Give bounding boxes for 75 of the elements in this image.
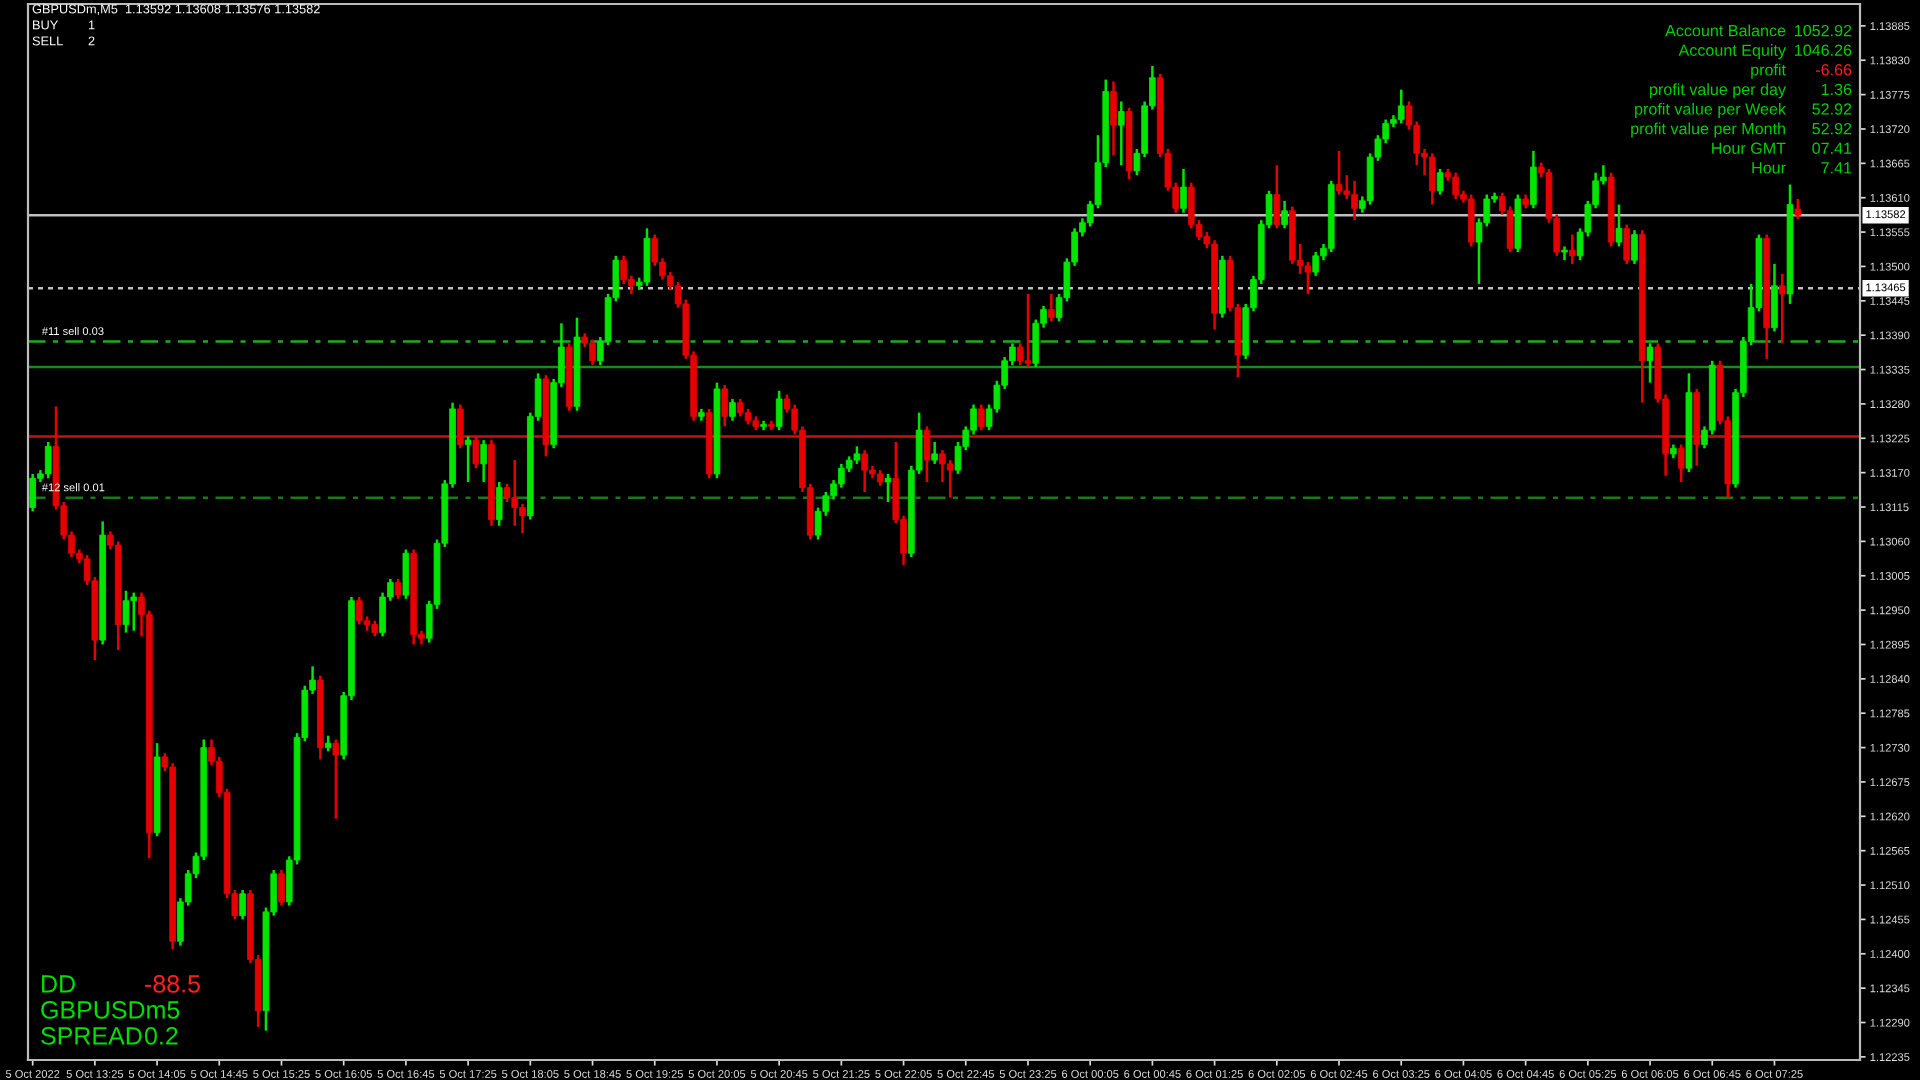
candlestick bbox=[946, 458, 954, 499]
candlestick bbox=[620, 254, 627, 286]
candlestick bbox=[884, 472, 892, 504]
candlestick bbox=[1646, 342, 1654, 384]
annotation: 1052.92 bbox=[1795, 24, 1852, 37]
candlestick bbox=[1623, 223, 1631, 266]
candlestick bbox=[1561, 245, 1568, 262]
candlestick bbox=[464, 435, 472, 484]
candlestick bbox=[1452, 171, 1459, 201]
candlestick bbox=[1180, 167, 1187, 214]
candlestick bbox=[1117, 100, 1125, 167]
candlestick bbox=[1794, 197, 1802, 221]
candlestick bbox=[332, 738, 340, 821]
candlestick bbox=[721, 383, 729, 428]
candlestick bbox=[495, 480, 503, 527]
candlestick bbox=[589, 338, 596, 367]
annotation: 07.41 bbox=[1812, 142, 1852, 154]
candlestick bbox=[402, 548, 410, 601]
candlestick bbox=[1428, 152, 1436, 206]
candlestick bbox=[1024, 292, 1032, 369]
candlestick bbox=[1677, 443, 1685, 484]
candlestick bbox=[44, 440, 52, 480]
annotation: DD bbox=[42, 975, 75, 993]
candlestick bbox=[923, 425, 931, 484]
candlestick bbox=[1436, 167, 1444, 196]
candlestick bbox=[1771, 262, 1778, 333]
candlestick bbox=[775, 389, 783, 432]
annotation: -88.5 bbox=[145, 975, 200, 993]
annotation: 0.2 bbox=[144, 1027, 178, 1045]
candlestick bbox=[729, 397, 736, 423]
annotation: -6.66 bbox=[1816, 64, 1852, 76]
candlestick bbox=[511, 458, 519, 527]
candlestick bbox=[1568, 233, 1576, 266]
candlestick bbox=[1615, 203, 1623, 248]
annotation: 7.41 bbox=[1821, 162, 1852, 174]
annotation: GBPUSDm5 bbox=[41, 1001, 180, 1019]
candlestick bbox=[1281, 199, 1288, 230]
candlestick bbox=[472, 435, 480, 470]
annotation: Hour GMT bbox=[1712, 142, 1786, 154]
candlestick bbox=[1273, 163, 1281, 230]
annotation: profit value per Month bbox=[1631, 122, 1785, 138]
candlestick bbox=[394, 577, 402, 601]
annotation: Hour bbox=[1752, 162, 1786, 174]
candlestick bbox=[1397, 88, 1405, 125]
candlestick bbox=[239, 888, 246, 921]
annotation: Account Equity bbox=[1678, 44, 1786, 60]
annotation: 52.92 bbox=[1812, 122, 1852, 135]
annotation: profit value per day bbox=[1650, 83, 1786, 99]
candlestick bbox=[1530, 149, 1537, 210]
candlestick bbox=[1312, 250, 1320, 278]
candlestick bbox=[1778, 272, 1786, 345]
candlestick bbox=[457, 403, 464, 450]
candlestick bbox=[643, 227, 651, 288]
candlestick bbox=[1351, 179, 1358, 222]
candlestick bbox=[977, 403, 985, 432]
annotation: profit bbox=[1751, 63, 1786, 79]
candlestick bbox=[130, 591, 138, 632]
candlestick bbox=[29, 472, 36, 513]
candlestick bbox=[1335, 149, 1343, 196]
candlestick bbox=[1110, 80, 1117, 157]
candlestick bbox=[861, 448, 869, 494]
candlestick bbox=[1631, 228, 1638, 266]
candlestick bbox=[480, 438, 487, 484]
candlestick bbox=[122, 589, 130, 634]
annotation: SPREAD bbox=[41, 1027, 142, 1045]
annotation: 1046.26 bbox=[1795, 44, 1852, 56]
annotation: profit value per Week bbox=[1635, 102, 1787, 118]
annotation: Account Balance bbox=[1665, 24, 1786, 37]
annotation: 52.92 bbox=[1812, 103, 1852, 115]
candlestick bbox=[931, 440, 938, 466]
candlestick bbox=[1047, 292, 1055, 323]
candlestick bbox=[355, 595, 363, 626]
candlestick bbox=[1467, 193, 1475, 248]
annotation: 1.36 bbox=[1821, 83, 1852, 96]
candlestick bbox=[278, 868, 285, 907]
